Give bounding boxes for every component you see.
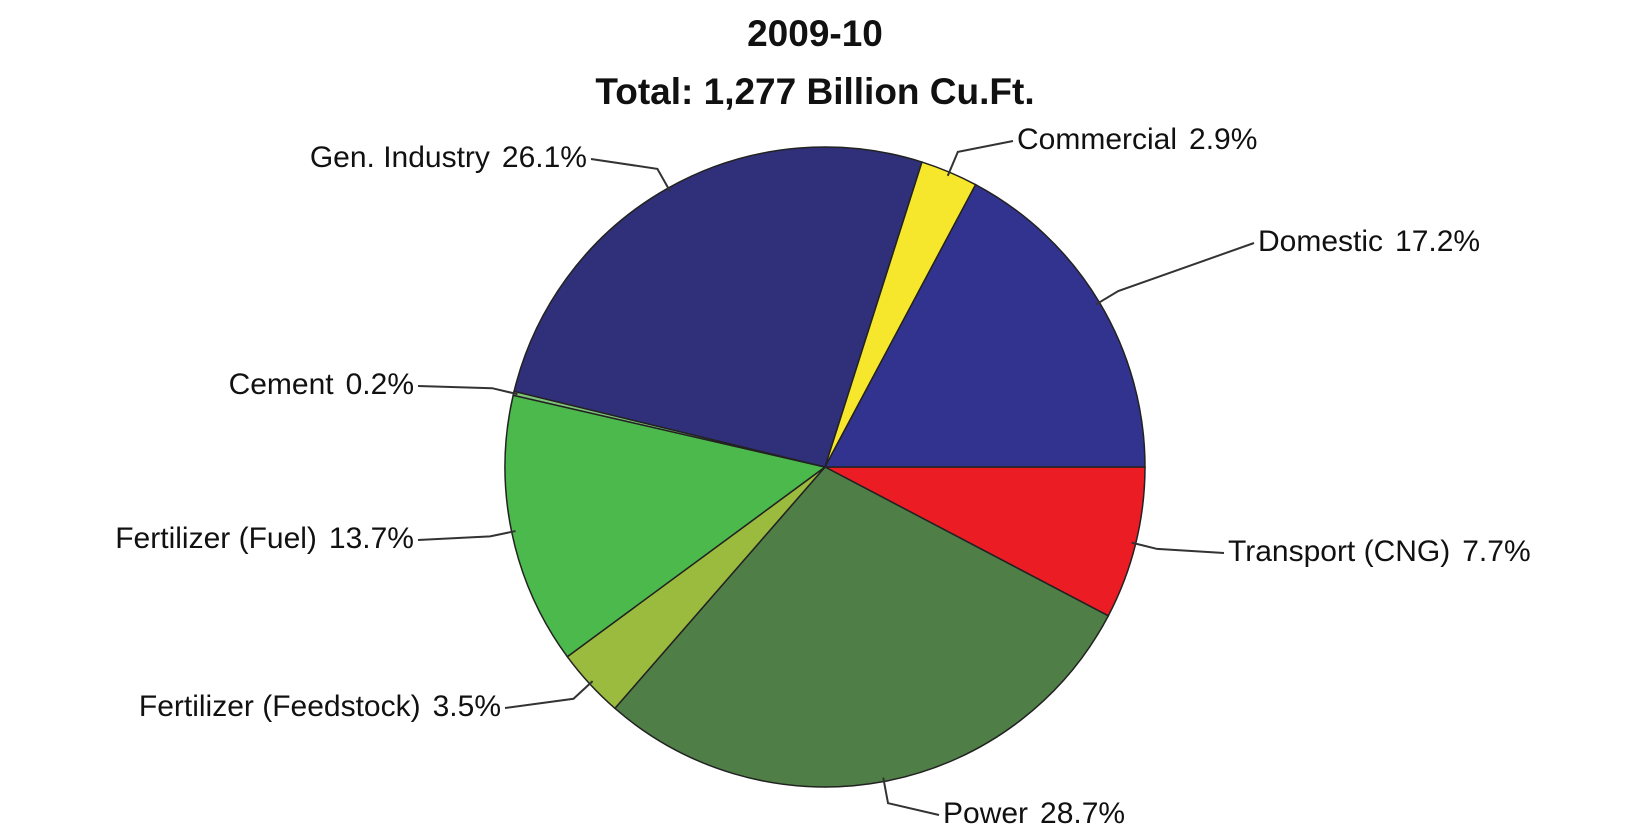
leader-line — [946, 140, 1014, 177]
category-label: Domestic — [1258, 225, 1383, 258]
category-label: Commercial — [1017, 123, 1177, 156]
value-label: 13.7% — [329, 522, 414, 555]
leader-line — [1095, 242, 1255, 306]
value-label: 26.1% — [502, 141, 587, 174]
slice-label: Fertilizer (Feedstock) 3.5% — [139, 690, 501, 723]
category-label: Power — [943, 797, 1028, 830]
leader-line — [504, 680, 594, 709]
chart-title: 2009-10 — [747, 13, 883, 54]
value-label: 7.7% — [1462, 535, 1530, 568]
slice-label: Domestic 17.2% — [1258, 225, 1480, 258]
category-label: Fertilizer (Feedstock) — [139, 690, 421, 723]
slice-label: Power 28.7% — [943, 797, 1125, 830]
category-label: Fertilizer (Fuel) — [115, 522, 317, 555]
value-label: 17.2% — [1395, 225, 1480, 258]
slice-label: Commercial 2.9% — [1017, 123, 1257, 156]
slice-label: Transport (CNG) 7.7% — [1228, 535, 1531, 568]
leader-line — [882, 777, 940, 816]
slice-label: Gen. Industry 26.1% — [310, 141, 587, 174]
leader-line — [590, 158, 672, 193]
value-label: 28.7% — [1040, 797, 1125, 830]
value-label: 3.5% — [433, 690, 501, 723]
slice-label: Fertilizer (Fuel) 13.7% — [115, 522, 414, 555]
category-label: Cement — [229, 368, 335, 401]
leader-line — [417, 530, 516, 541]
leader-line — [1131, 541, 1225, 554]
leader-line — [417, 385, 518, 396]
value-label: 0.2% — [346, 368, 414, 401]
value-label: 2.9% — [1189, 123, 1257, 156]
category-label: Gen. Industry — [310, 141, 490, 174]
slice-label: Cement 0.2% — [229, 368, 414, 401]
chart-subtitle: Total: 1,277 Billion Cu.Ft. — [595, 71, 1034, 112]
category-label: Transport (CNG) — [1228, 535, 1450, 568]
